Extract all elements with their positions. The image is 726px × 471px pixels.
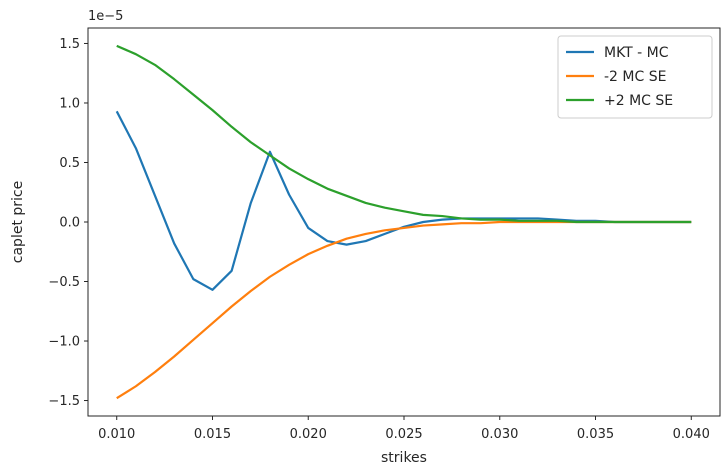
plot-lines [115, 44, 692, 400]
series-line-2 [116, 44, 692, 224]
legend-box [557, 35, 713, 119]
y-tick-label: 0.5 [59, 156, 80, 171]
x-tick-label: 0.020 [290, 427, 327, 442]
x-tick-label: 0.025 [385, 427, 422, 442]
legend-label: +2 MC SE [604, 93, 673, 109]
y-axis-label: caplet price [10, 181, 26, 263]
legend-label: -2 MC SE [604, 69, 666, 85]
y-tick-label: −1.5 [48, 394, 80, 409]
x-tick-label: 0.010 [98, 427, 135, 442]
y-tick-label: −0.5 [48, 275, 80, 290]
y-tick-label: −1.0 [48, 335, 80, 350]
series-line-0 [115, 110, 692, 291]
x-axis: 0.010 0.015 0.020 0.025 0.030 0.035 0.040 [98, 416, 710, 442]
legend-label: MKT - MC [604, 45, 669, 61]
x-tick-label: 0.015 [194, 427, 231, 442]
x-axis-label: strikes [381, 450, 427, 466]
y-tick-label: 1.0 [59, 96, 80, 111]
y-offset-label: 1e−5 [88, 9, 123, 24]
x-tick-label: 0.035 [577, 427, 614, 442]
y-tick-label: 1.5 [59, 37, 80, 52]
x-tick-label: 0.030 [481, 427, 518, 442]
legend: MKT - MC -2 MC SE +2 MC SE [557, 35, 713, 119]
series-line-1 [116, 220, 692, 400]
x-tick-label: 0.040 [673, 427, 710, 442]
y-axis: −1.5 −1.0 −0.5 0.0 0.5 1.0 1.5 [48, 37, 88, 409]
y-tick-label: 0.0 [59, 216, 80, 231]
